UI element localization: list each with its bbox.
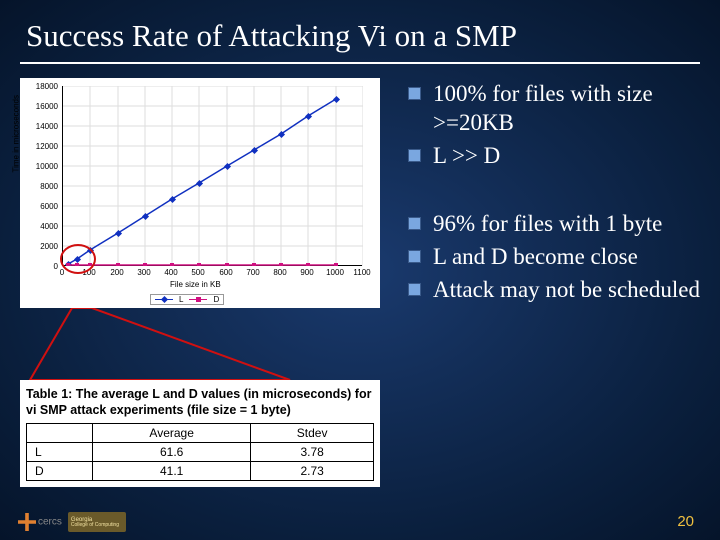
legend-d-icon: [189, 299, 207, 300]
cercs-logo: cercs: [18, 513, 62, 531]
bullet-text: L and D become close: [433, 243, 638, 272]
xtick-5: 500: [186, 268, 210, 277]
content-area: Time in microseconds File size in KB: [0, 64, 720, 487]
series-l-line: [68, 99, 336, 264]
xtick-8: 800: [268, 268, 292, 277]
cell-d-std: 2.73: [251, 461, 374, 480]
table-row: D 41.1 2.73: [27, 461, 374, 480]
ytick-2: 4000: [22, 222, 58, 231]
ytick-3: 6000: [22, 202, 58, 211]
chart-legend: L D: [150, 294, 224, 305]
bullet-icon: [408, 149, 421, 162]
bullet-item: 96% for files with 1 byte: [408, 210, 700, 239]
xtick-4: 400: [159, 268, 183, 277]
xtick-2: 200: [105, 268, 129, 277]
bullet-group-top: 100% for files with size >=20KB L >> D: [408, 80, 700, 170]
bullet-text: 100% for files with size >=20KB: [433, 80, 700, 138]
cell-l-name: L: [27, 442, 93, 461]
data-table: Average Stdev L 61.6 3.78 D 41.1 2.73: [26, 423, 374, 481]
callout-arrow: [20, 308, 380, 380]
page-number: 20: [677, 513, 694, 530]
left-column: Time in microseconds File size in KB: [20, 78, 400, 487]
chart-svg: [63, 86, 363, 266]
bullet-text: 96% for files with 1 byte: [433, 210, 662, 239]
cell-d-avg: 41.1: [93, 461, 251, 480]
xtick-6: 600: [214, 268, 238, 277]
bullet-text: L >> D: [433, 142, 500, 171]
legend-l-label: L: [179, 295, 183, 304]
bullet-icon: [408, 283, 421, 296]
ytick-6: 12000: [22, 142, 58, 151]
x-axis-title: File size in KB: [170, 280, 221, 289]
table-row: L 61.6 3.78: [27, 442, 374, 461]
table-caption: Table 1: The average L and D values (in …: [26, 386, 374, 419]
legend-d-label: D: [213, 295, 219, 304]
xtick-3: 300: [132, 268, 156, 277]
th-blank: [27, 423, 93, 442]
xtick-11: 1100: [350, 268, 374, 277]
ytick-1: 2000: [22, 242, 58, 251]
bullet-icon: [408, 250, 421, 263]
bullet-item: L >> D: [408, 142, 700, 171]
ytick-7: 14000: [22, 122, 58, 131]
th-average: Average: [93, 423, 251, 442]
table-container: Table 1: The average L and D values (in …: [20, 380, 380, 487]
chart-plot-area: [62, 86, 362, 266]
georgia-tech-logo: Georgia College of Computing: [68, 512, 126, 532]
right-column: 100% for files with size >=20KB L >> D 9…: [400, 78, 700, 487]
ytick-5: 10000: [22, 162, 58, 171]
ytick-9: 18000: [22, 82, 58, 91]
bullet-group-bottom: 96% for files with 1 byte L and D become…: [408, 210, 700, 304]
slide-title: Success Rate of Attacking Vi on a SMP: [0, 0, 720, 58]
legend-l-icon: [155, 299, 173, 300]
bullet-item: Attack may not be scheduled: [408, 276, 700, 305]
highlight-circle: [60, 244, 96, 274]
cell-l-avg: 61.6: [93, 442, 251, 461]
chart-container: Time in microseconds File size in KB: [20, 78, 380, 308]
ytick-8: 16000: [22, 102, 58, 111]
bullet-text: Attack may not be scheduled: [433, 276, 700, 305]
bullet-icon: [408, 217, 421, 230]
cell-l-std: 3.78: [251, 442, 374, 461]
cell-d-name: D: [27, 461, 93, 480]
footer-logos: cercs Georgia College of Computing: [18, 512, 126, 532]
bullet-item: L and D become close: [408, 243, 700, 272]
th-stdev: Stdev: [251, 423, 374, 442]
gt-line3: College of Computing: [71, 523, 123, 528]
y-axis-title: Time in microseconds: [12, 95, 21, 173]
xtick-7: 700: [241, 268, 265, 277]
xtick-10: 1000: [323, 268, 347, 277]
ytick-4: 8000: [22, 182, 58, 191]
table-header-row: Average Stdev: [27, 423, 374, 442]
xtick-9: 900: [295, 268, 319, 277]
bullet-icon: [408, 87, 421, 100]
bullet-item: 100% for files with size >=20KB: [408, 80, 700, 138]
